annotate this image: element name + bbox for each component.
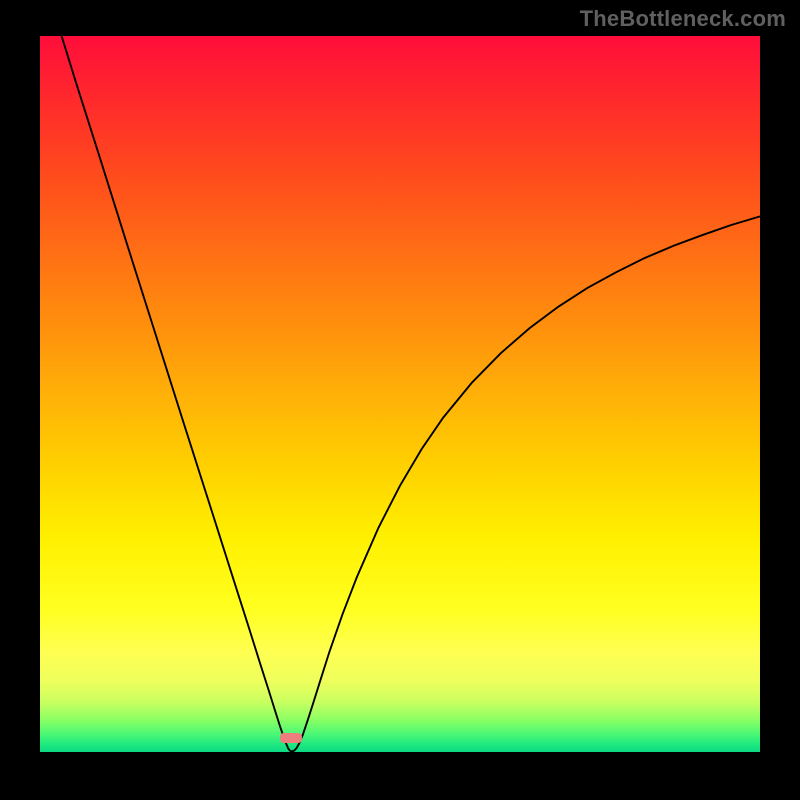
chart-page: { "watermark": { "text": "TheBottleneck.…: [0, 0, 800, 800]
plot-area: [40, 36, 760, 752]
min-marker: [280, 733, 302, 743]
watermark-text: TheBottleneck.com: [580, 6, 786, 32]
gradient-background: [40, 36, 760, 752]
chart-svg: [40, 36, 760, 752]
